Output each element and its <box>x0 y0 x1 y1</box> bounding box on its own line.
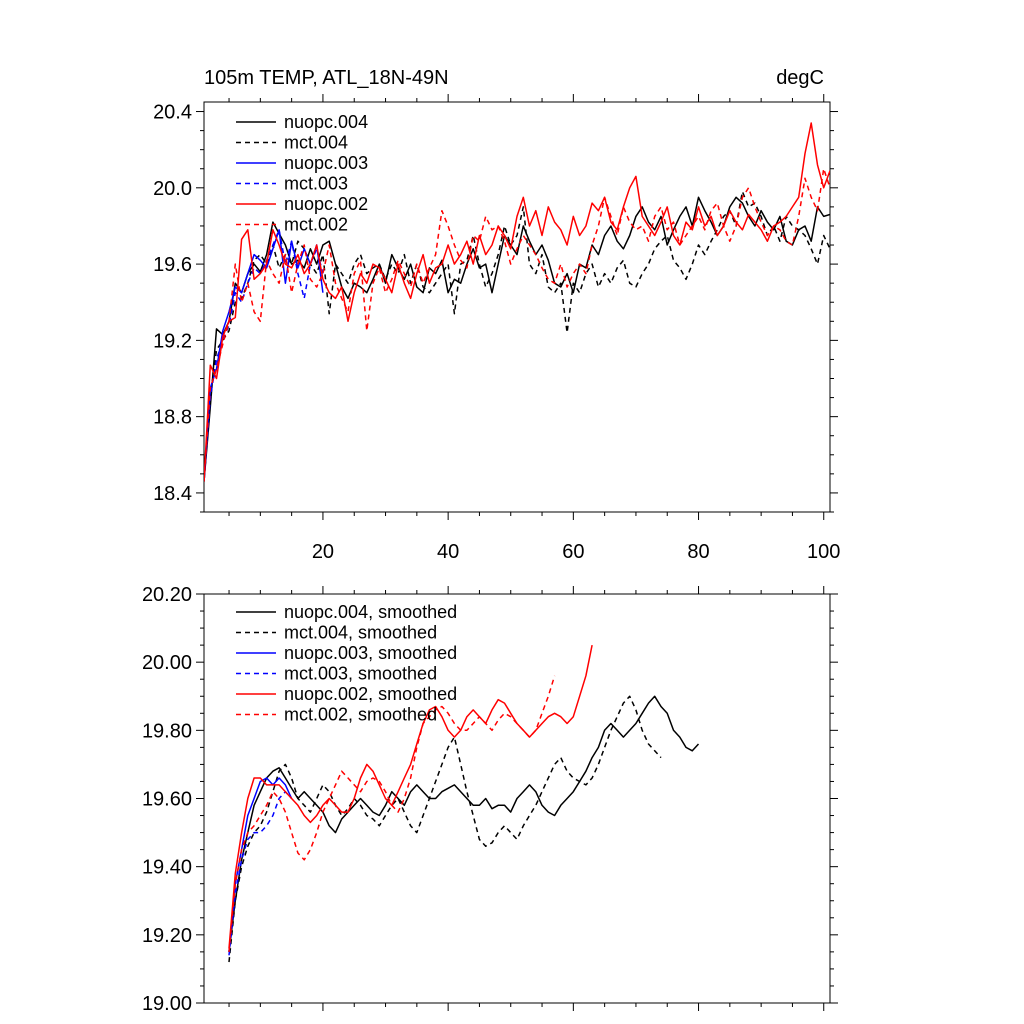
series-line-nuopc-003-smoothed <box>228 777 293 952</box>
x-tick-label: 40 <box>437 541 459 563</box>
series-line-mct-004-smoothed <box>228 695 662 963</box>
y-tick-label: 20.00 <box>142 652 192 674</box>
chart-title: 105m TEMP, ATL_18N-49N <box>204 67 449 89</box>
legend-label: mct.002 <box>284 215 348 235</box>
y-tick-label: 19.60 <box>142 789 192 811</box>
x-tick-label: 80 <box>687 541 709 563</box>
plot-frame <box>203 101 831 513</box>
x-tick-label: 100 <box>807 541 840 563</box>
x-tick-label: 20 <box>312 541 334 563</box>
legend-label: mct.003 <box>284 174 348 194</box>
y-tick-label: 20.20 <box>142 584 192 606</box>
y-tick-label: 19.6 <box>153 254 192 276</box>
y-tick-label: 19.40 <box>142 857 192 879</box>
series-line-nuopc-004-smoothed <box>228 695 700 952</box>
chart-panel-1: 18.4 18.8 19.2 19.6 20.0 20.4 20 40 60 80 100 105m … <box>153 67 840 563</box>
series-line-nuopc-003 <box>204 229 324 482</box>
legend-label: mct.002, smoothed <box>284 705 437 725</box>
legend-label: nuopc.004 <box>284 112 368 132</box>
legend-label: mct.004 <box>284 133 348 153</box>
legend: nuopc.004mct.004nuopc.003mct.003nuopc.00… <box>236 112 368 235</box>
series-line-nuopc-004 <box>204 196 830 482</box>
chart-units: degC <box>776 67 824 89</box>
y-tick-label: 19.20 <box>142 925 192 947</box>
y-tick-label: 19.00 <box>142 993 192 1015</box>
y-tick-label: 18.4 <box>153 483 192 505</box>
series-line-mct-002-smoothed <box>228 675 556 952</box>
y-tick-label: 20.0 <box>153 178 192 200</box>
y-tick-label: 18.8 <box>153 407 192 429</box>
series-line-mct-004 <box>204 190 830 482</box>
legend-label: mct.004, smoothed <box>284 623 437 643</box>
legend-label: nuopc.003 <box>284 153 368 173</box>
y-tick-label: 19.80 <box>142 720 192 742</box>
legend-label: nuopc.002 <box>284 194 368 214</box>
legend-label: nuopc.002, smoothed <box>284 684 457 704</box>
y-tick-label: 19.2 <box>153 330 192 352</box>
chart-panel-2: 19.00 19.20 19.40 19.60 19.80 20.00 20.20 nuopc… <box>142 584 838 1015</box>
legend-label: mct.003, smoothed <box>284 664 437 684</box>
series-line-mct-002 <box>204 167 830 482</box>
legend-label: nuopc.004, smoothed <box>284 602 457 622</box>
x-tick-label: 60 <box>562 541 584 563</box>
series-line-mct-003-smoothed <box>228 790 293 956</box>
y-tick-label: 20.4 <box>153 102 192 124</box>
legend-label: nuopc.003, smoothed <box>284 643 457 663</box>
series-group <box>204 122 830 482</box>
series-group <box>228 644 700 963</box>
series-line-nuopc-002 <box>204 122 830 482</box>
series-line-nuopc-002-smoothed <box>228 644 593 949</box>
